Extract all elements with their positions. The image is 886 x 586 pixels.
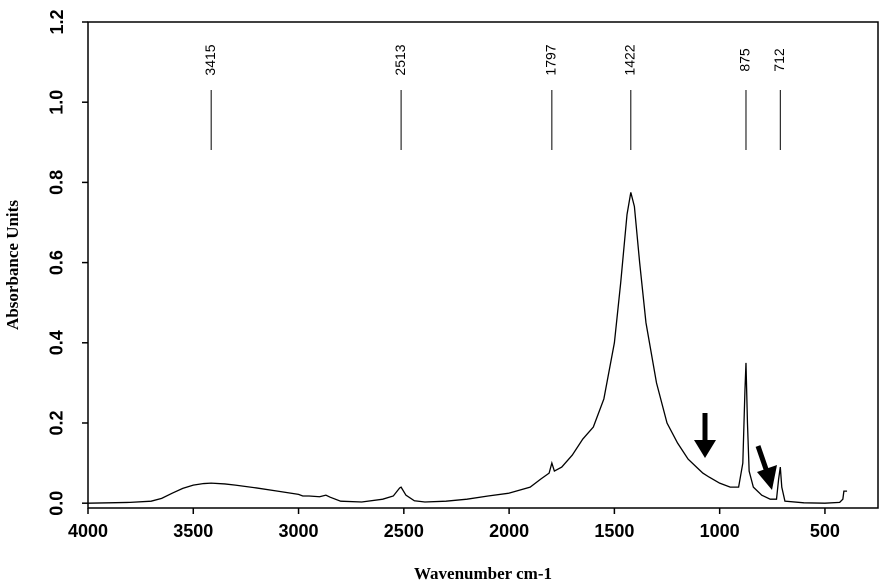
x-tick-label: 500: [810, 521, 840, 541]
y-tick-label: 0.0: [47, 491, 67, 516]
peak-label: 712: [771, 48, 787, 72]
y-tick-label: 1.2: [47, 9, 67, 34]
x-tick-label: 3500: [173, 521, 213, 541]
y-axis-title: Absorbance Units: [3, 200, 22, 330]
peak-label: 1797: [543, 44, 559, 75]
x-tick-label: 2500: [384, 521, 424, 541]
y-tick-label: 0.2: [47, 410, 67, 435]
x-tick-label: 1500: [594, 521, 634, 541]
peak-label: 1422: [622, 44, 638, 75]
plot-frame: [87, 21, 879, 509]
x-axis-title: Wavenumber cm-1: [414, 564, 552, 583]
peak-label: 875: [737, 48, 753, 72]
y-tick-label: 0.8: [47, 170, 67, 195]
y-tick-label: 0.6: [47, 250, 67, 275]
x-tick-label: 2000: [489, 521, 529, 541]
x-tick-label: 3000: [279, 521, 319, 541]
x-tick-label: 4000: [68, 521, 108, 541]
x-tick-label: 1000: [700, 521, 740, 541]
y-tick-label: 1.0: [47, 90, 67, 115]
y-tick-label: 0.4: [47, 330, 67, 355]
peak-label: 3415: [202, 44, 218, 75]
arrow: [755, 445, 777, 490]
peak-label: 2513: [392, 44, 408, 75]
arrow: [694, 413, 716, 458]
spectrum-line: [87, 192, 848, 504]
